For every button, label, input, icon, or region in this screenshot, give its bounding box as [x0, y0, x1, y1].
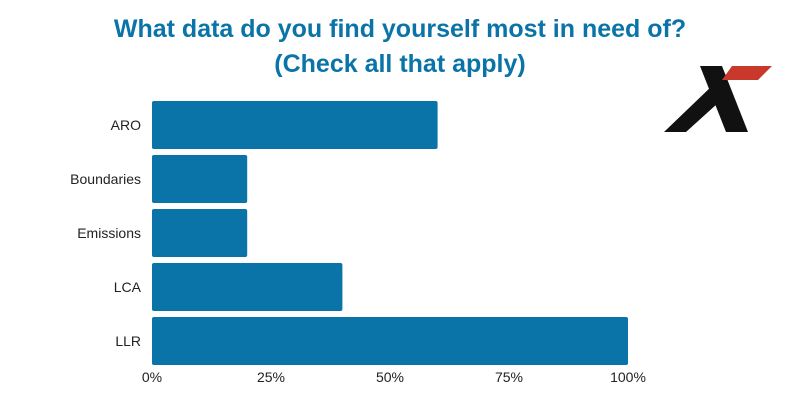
category-label-llr: LLR — [115, 333, 141, 349]
bar-boundaries — [152, 155, 248, 203]
category-label-lca: LCA — [114, 279, 142, 295]
bar-aro — [152, 101, 438, 149]
chart-title: What data do you find yourself most in n… — [0, 12, 800, 82]
x-tick-label: 50% — [376, 369, 404, 385]
category-label-aro: ARO — [111, 117, 141, 133]
x-tick-label: 0% — [142, 369, 162, 385]
bars-group — [152, 101, 628, 365]
bar-emissions — [152, 209, 248, 257]
category-label-emissions: Emissions — [77, 225, 141, 241]
x-tick-label: 75% — [495, 369, 523, 385]
x-logo-icon — [664, 66, 772, 132]
bar-lca — [152, 263, 343, 311]
chart-title-line-1: What data do you find yourself most in n… — [113, 15, 687, 43]
logo-red-accent — [722, 66, 772, 80]
x-tick-label: 100% — [610, 369, 646, 385]
x-tick-label: 25% — [257, 369, 285, 385]
category-labels: ARO Boundaries Emissions LCA LLR — [70, 117, 141, 349]
bar-llr — [152, 317, 628, 365]
logo-black-stroke-back — [700, 66, 748, 132]
x-axis-ticks: 0% 25% 50% 75% 100% — [142, 369, 646, 385]
chart-title-line-2: (Check all that apply) — [274, 50, 526, 78]
logo-black-stroke-front — [664, 84, 728, 132]
category-label-boundaries: Boundaries — [70, 171, 141, 187]
